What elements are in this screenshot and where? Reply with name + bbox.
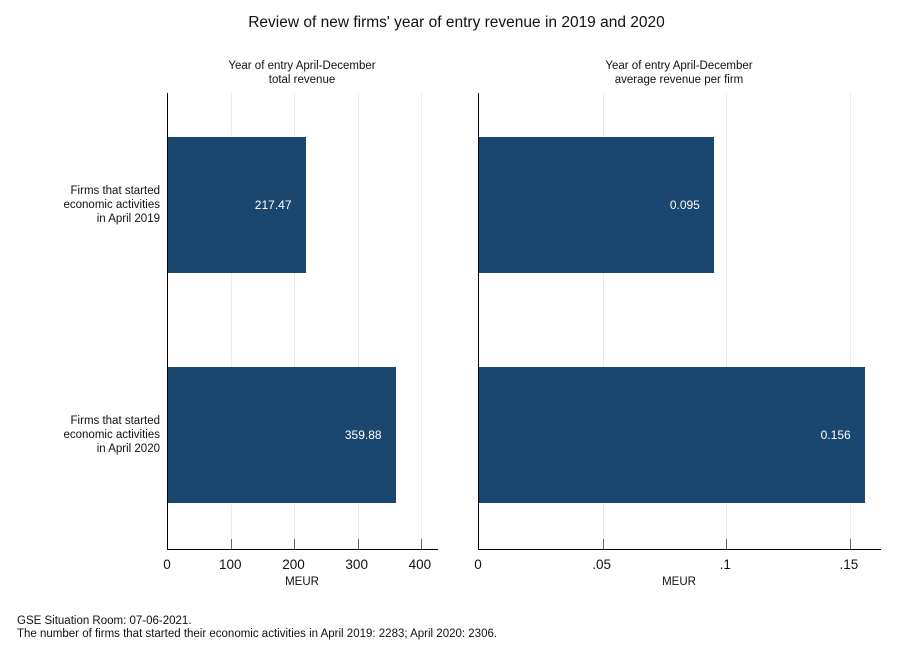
- bar-value-label: 0.156: [820, 428, 851, 442]
- footnote-counts-line: The number of firms that started their e…: [17, 627, 498, 640]
- x-tickmark: [726, 539, 728, 549]
- x-axis-title: MEUR: [285, 576, 319, 588]
- chart-title: Review of new firms' year of entry reven…: [248, 14, 665, 31]
- x-tick-label: .1: [719, 557, 731, 572]
- footnote-source-line: GSE Situation Room: 07-06-2021.: [17, 615, 192, 627]
- x-gridline: [357, 93, 359, 549]
- x-tick-label: 100: [218, 557, 242, 572]
- category-label: Firms that started economic activities i…: [63, 415, 160, 455]
- bar-value-label: 217.47: [254, 198, 292, 212]
- bar: 0.156: [479, 367, 865, 503]
- bar: 0.095: [479, 137, 714, 273]
- category-label: Firms that started economic activities i…: [63, 185, 160, 225]
- x-gridline: [420, 93, 422, 549]
- x-gridline: [726, 93, 728, 549]
- chart-footnote: GSE Situation Room: 07-06-2021. The numb…: [17, 615, 497, 640]
- x-tickmark: [849, 539, 851, 549]
- x-tickmark: [357, 539, 359, 549]
- bar: 359.88: [168, 367, 396, 503]
- x-tickmark: [231, 539, 233, 549]
- x-gridline: [294, 93, 296, 549]
- plot-area: 217.47 359.88: [167, 93, 438, 550]
- x-tickmark: [602, 539, 604, 549]
- x-tick-label: 0: [163, 557, 171, 572]
- bar: 217.47: [168, 137, 306, 273]
- bar-value-label: 0.095: [669, 198, 700, 212]
- panel-subtitle: Year of entry April-December total reven…: [228, 60, 376, 86]
- x-tickmark: [294, 539, 296, 549]
- x-tick-label: 400: [408, 557, 432, 572]
- x-tick-label: 300: [345, 557, 368, 572]
- plot-area: 0.095 0.156: [478, 93, 881, 550]
- x-tick-label: 0: [474, 557, 482, 572]
- x-tick-label: .15: [839, 557, 859, 572]
- x-tick-label: .05: [592, 557, 611, 572]
- x-tickmark: [420, 539, 422, 549]
- panel-subtitle: Year of entry April-December average rev…: [605, 60, 753, 86]
- x-tick-label: 200: [282, 557, 305, 572]
- x-axis-title: MEUR: [662, 576, 696, 588]
- x-gridline: [231, 93, 233, 549]
- bar-value-label: 359.88: [344, 428, 382, 442]
- x-gridline: [602, 93, 604, 549]
- x-gridline: [849, 93, 851, 549]
